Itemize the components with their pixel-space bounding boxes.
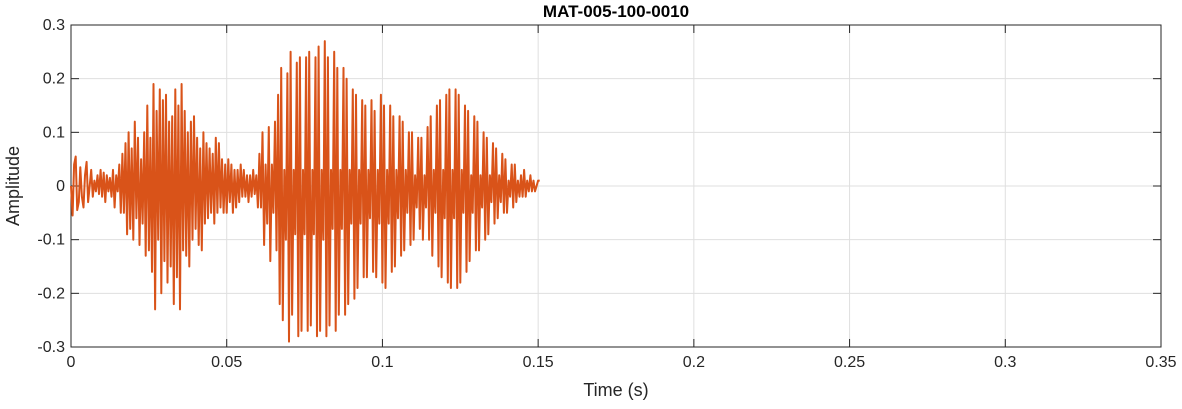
y-tick-label: -0.3 [37,339,65,356]
x-tick-label: 0 [67,354,76,371]
y-tick-label: 0.1 [43,124,65,141]
x-tick-label: 0.15 [523,354,554,371]
y-tick-label: 0 [56,178,65,195]
series-layer [70,40,540,343]
y-tick-label: -0.2 [37,285,65,302]
y-tick-label: -0.1 [37,232,65,249]
x-tick-label: 0.25 [834,354,865,371]
x-tick-label: 0.2 [683,354,705,371]
y-axis-label: Amplitude [3,146,23,226]
x-tick-label: 0.3 [994,354,1016,371]
x-tick-label: 0.35 [1145,354,1176,371]
waveform-line [70,40,540,343]
x-tick-label: 0.1 [371,354,393,371]
y-tick-label: 0.3 [43,17,65,34]
x-axis-label: Time (s) [583,380,648,400]
ticks-layer: 0 0.05 0.1 0.15 0.2 0.25 0.3 0.35 -0.3 -0.2 -0.1 0 0… [37,17,1176,371]
x-tick-label: 0.05 [211,354,242,371]
y-tick-label: 0.2 [43,71,65,88]
chart-title: MAT-005-100-0010 [543,2,689,21]
